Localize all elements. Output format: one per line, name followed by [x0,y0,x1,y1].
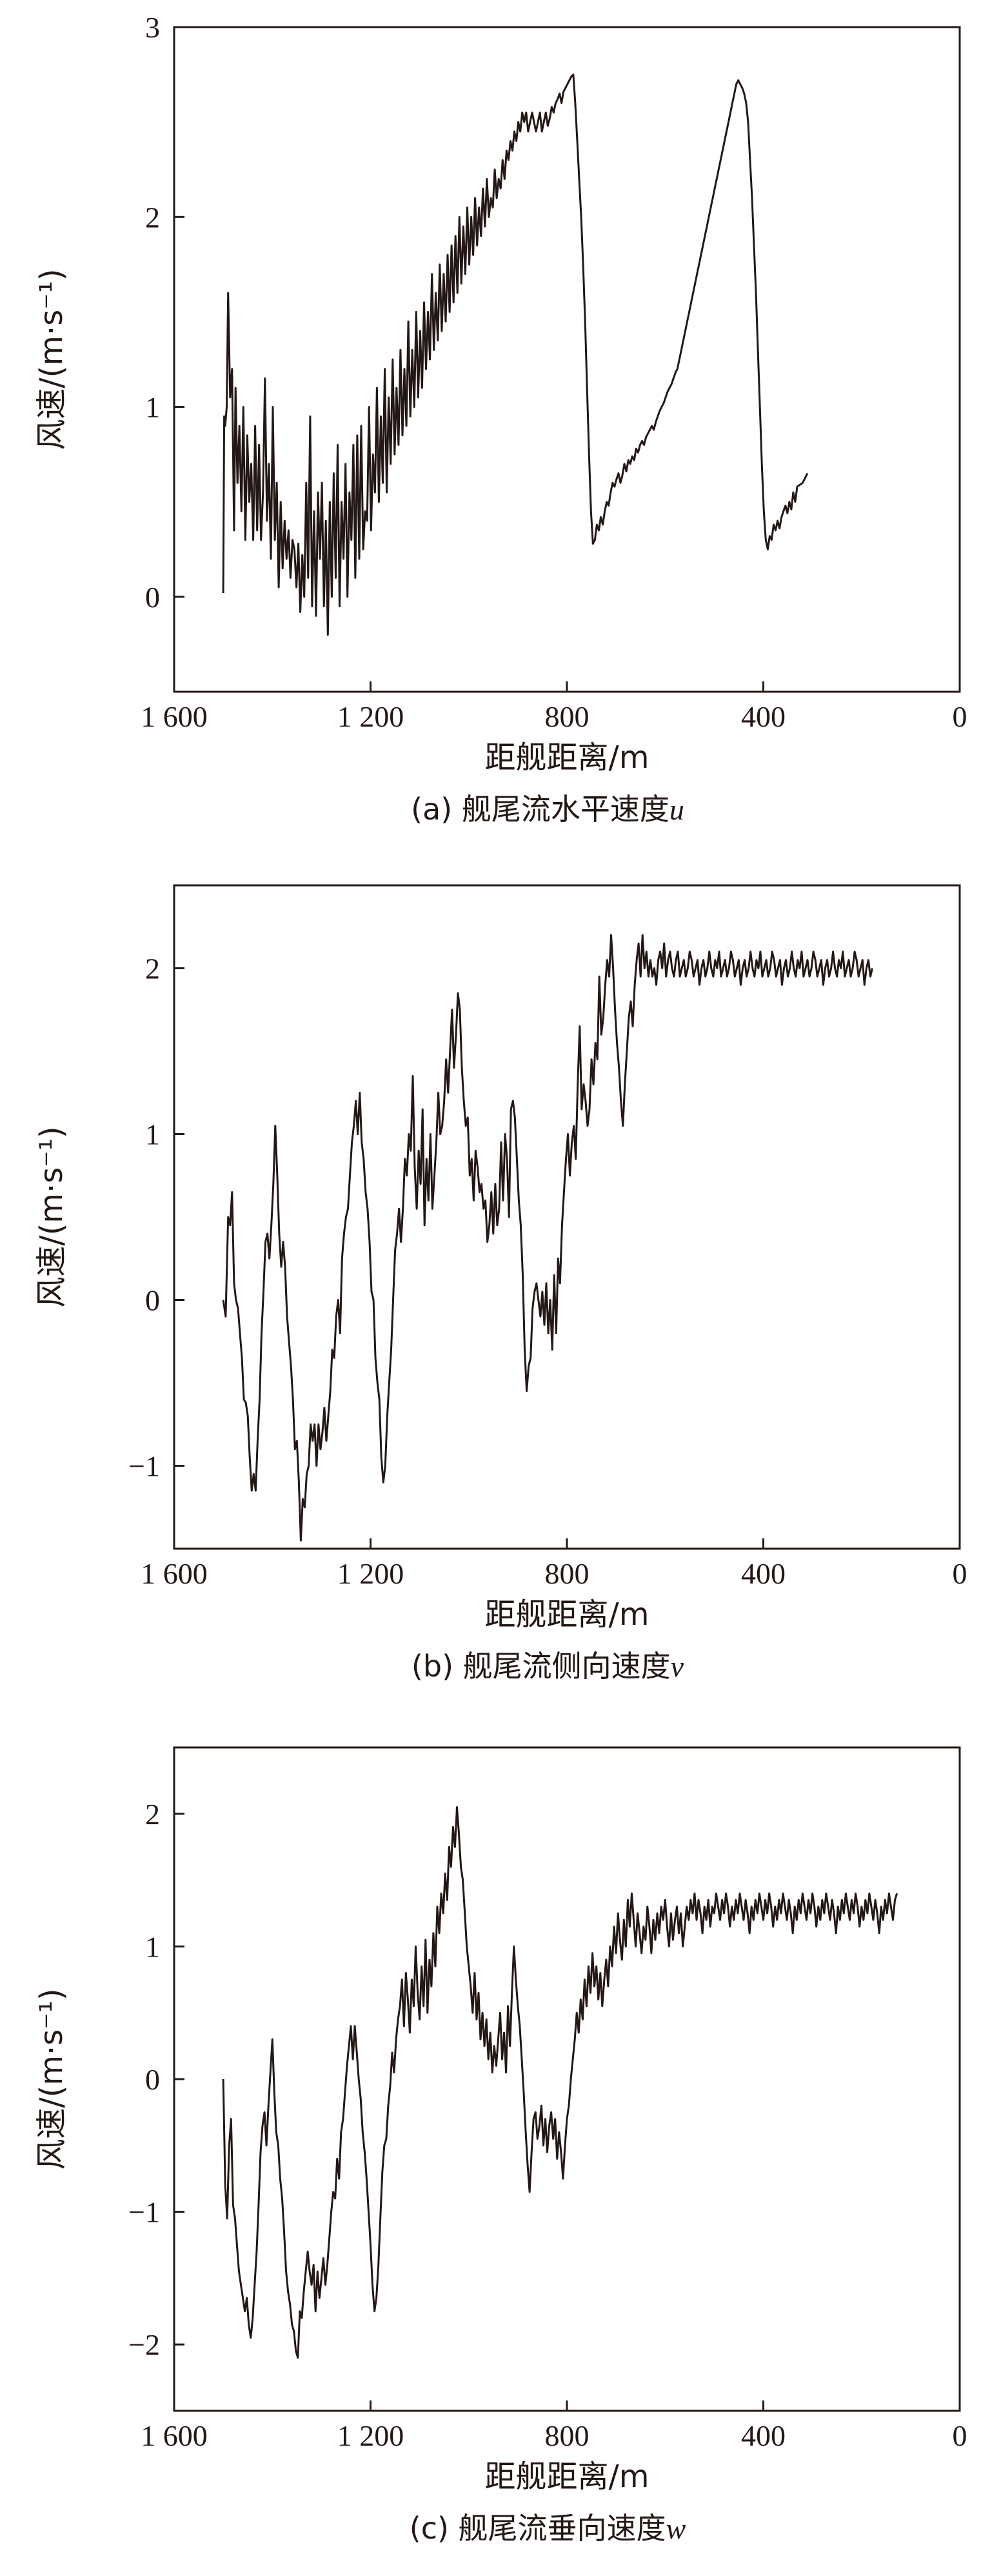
x-tick-label: 800 [545,700,590,733]
x-tick-label: 800 [545,2419,590,2452]
panel-caption-variable: u [669,793,684,826]
y-axis-label: 风速/(m·s⁻¹) [34,1988,70,2169]
panel-caption: (c) 舰尾流垂向速度w [410,2511,686,2546]
x-tick-label: 0 [953,700,967,733]
x-tick-label: 0 [953,1557,967,1590]
y-tick-label: −1 [128,1450,160,1483]
panel-caption-text: (a) 舰尾流水平速度 [411,792,669,827]
x-tick-label: 1 600 [141,2419,208,2452]
panel-caption-text: (b) 舰尾流侧向速度 [411,1649,671,1684]
x-tick-label: 400 [741,2419,786,2452]
y-tick-label: 2 [145,201,160,234]
x-tick-label: 400 [741,1557,786,1590]
y-tick-label: 3 [145,11,160,44]
y-tick-label: 2 [145,952,160,985]
panel-caption: (b) 舰尾流侧向速度v [411,1649,684,1684]
x-axis-label: 距舰距离/m [485,740,649,776]
x-tick-label: 800 [545,1557,590,1590]
y-tick-label: 1 [145,1930,160,1963]
wind-speed-series-line [222,74,809,636]
wind-speed-series-line [222,934,873,1542]
y-tick-label: 0 [145,581,160,614]
x-tick-label: 1 600 [141,700,208,733]
y-tick-label: 0 [145,2063,160,2096]
panel-caption-variable: w [666,2512,686,2545]
panel-caption: (a) 舰尾流水平速度u [411,792,684,827]
chart-panel-a: 1 600 1 200 800 400 0 0 1 2 3 距舰距离/m 风速/(m·s⁻¹) (a)… [34,11,967,827]
x-tick-label: 1 200 [337,2419,404,2452]
chart-panel-b: 1 600 1 200 800 400 0 −1 0 1 2 距舰距离/m 风速/(m·s⁻¹) (b… [34,884,967,1684]
panel-caption-variable: v [671,1650,684,1683]
plot-frame [173,1746,961,2412]
chart-panel-c: 1 600 1 200 800 400 0 −2 −1 0 1 2 距舰距离/m 风速/(m·s⁻¹)… [34,1746,967,2546]
y-axis-label: 风速/(m·s⁻¹) [34,1126,70,1307]
y-tick-label: −2 [128,2328,160,2361]
x-tick-label: 1 600 [141,1557,208,1590]
y-tick-label: 2 [145,1798,160,1831]
y-tick-label: −1 [128,2196,160,2229]
x-axis-label: 距舰距离/m [485,1596,649,1633]
y-tick-label: 1 [145,1118,160,1151]
y-tick-label: 0 [145,1284,160,1317]
x-tick-label: 0 [953,2419,967,2452]
x-tick-label: 400 [741,700,786,733]
wind-speed-series-line [222,1806,898,2359]
panel-caption-text: (c) 舰尾流垂向速度 [410,2511,666,2546]
x-tick-label: 1 200 [337,1557,404,1590]
x-axis-label: 距舰距离/m [485,2459,649,2495]
y-tick-label: 1 [145,391,160,424]
plot-frame [173,884,961,1550]
y-axis-label: 风速/(m·s⁻¹) [34,268,70,450]
x-tick-label: 1 200 [337,700,404,733]
plot-frame [173,26,961,693]
